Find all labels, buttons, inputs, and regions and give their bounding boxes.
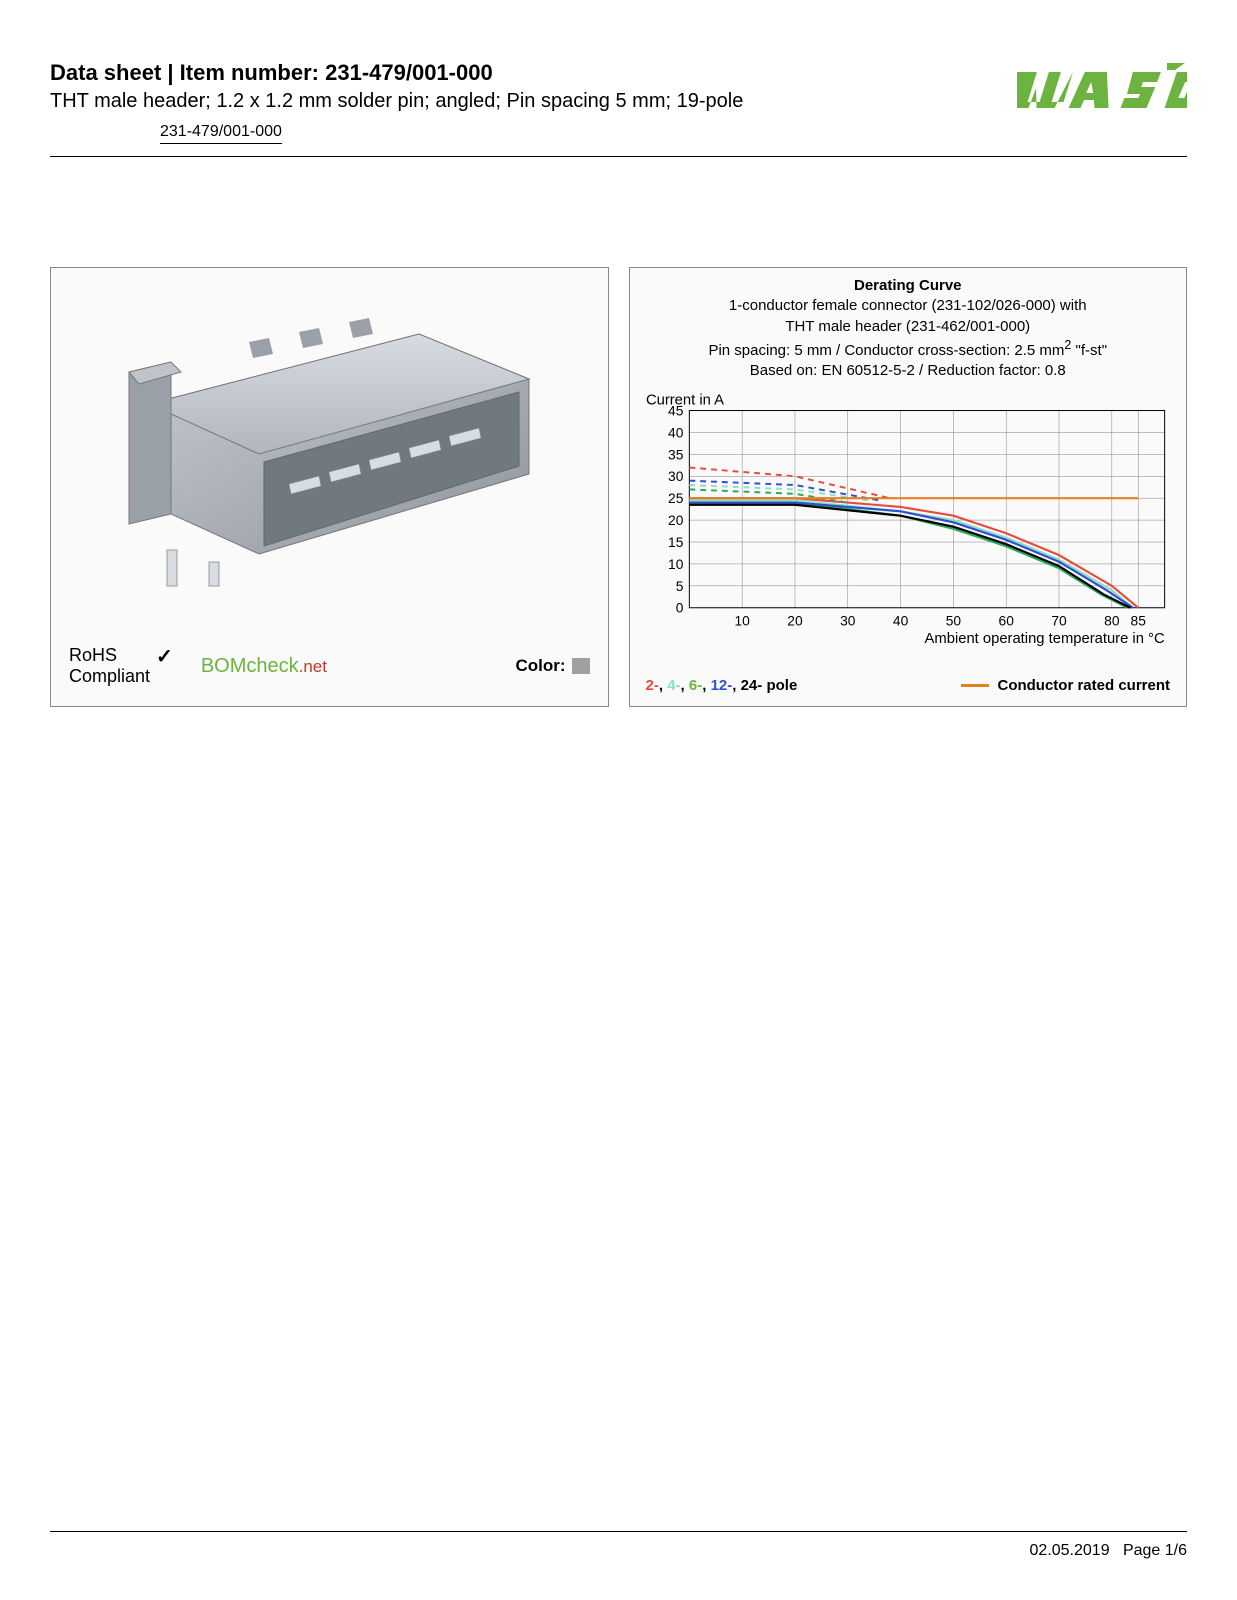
- rohs-compliant-text: Compliant: [69, 666, 150, 686]
- svg-text:0: 0: [675, 601, 683, 616]
- chart-desc-2: THT male header (231-462/001-000): [644, 317, 1173, 337]
- chart-desc-4: Based on: EN 60512-5-2 / Reduction facto…: [644, 361, 1173, 381]
- chart-desc-1: 1-conductor female connector (231-102/02…: [644, 296, 1173, 316]
- chart-desc-3: Pin spacing: 5 mm / Conductor cross-sect…: [644, 337, 1173, 361]
- page-title: Data sheet | Item number: 231-479/001-00…: [50, 60, 1017, 86]
- svg-text:40: 40: [668, 426, 684, 441]
- rohs-compliant-badge: RoHS Compliant ✓: [69, 645, 173, 688]
- product-image: [89, 294, 569, 604]
- svg-text:35: 35: [668, 448, 684, 463]
- svg-text:25: 25: [668, 491, 684, 506]
- page-footer: 02.05.2019 Page 1/6: [50, 1531, 1187, 1560]
- svg-text:30: 30: [668, 469, 684, 484]
- svg-text:80: 80: [1104, 614, 1120, 629]
- legend-rated: Conductor rated current: [961, 677, 1170, 694]
- svg-text:10: 10: [668, 557, 684, 572]
- svg-text:10: 10: [734, 614, 750, 629]
- chart-panel: Derating Curve 1-conductor female connec…: [629, 267, 1188, 707]
- svg-text:60: 60: [998, 614, 1014, 629]
- wago-logo: [1017, 60, 1187, 112]
- bomcheck-text: BOMcheck: [201, 655, 299, 677]
- footer-date: 02.05.2019: [1030, 1542, 1110, 1559]
- footer-page: Page 1/6: [1123, 1542, 1187, 1559]
- header-divider: [50, 156, 1187, 157]
- svg-text:Current in A: Current in A: [645, 393, 723, 409]
- derating-chart: Current in A 0 5 10 15 20 25 30 35 40 45 10 20 30 40 50…: [642, 389, 1175, 649]
- legend-line-icon: [961, 684, 989, 687]
- legend-poles: 2-, 4-, 6-, 12-, 24- pole: [646, 677, 798, 694]
- part-number-link[interactable]: 231-479/001-000: [160, 123, 282, 144]
- color-label: Color:: [515, 656, 565, 676]
- svg-text:30: 30: [840, 614, 856, 629]
- svg-text:5: 5: [675, 579, 683, 594]
- svg-text:20: 20: [668, 513, 684, 528]
- bomcheck-suffix: .net: [299, 657, 327, 676]
- rohs-text: RoHS: [69, 645, 117, 665]
- svg-text:45: 45: [668, 404, 684, 419]
- svg-text:Ambient operating temperature: Ambient operating temperature in °C: [924, 632, 1164, 648]
- bomcheck-badge: BOMcheck.net: [201, 655, 327, 678]
- chart-title: Derating Curve: [644, 276, 1173, 296]
- legend-rated-text: Conductor rated current: [997, 677, 1170, 694]
- svg-text:70: 70: [1051, 614, 1067, 629]
- color-swatch: [572, 658, 590, 674]
- product-panel: RoHS Compliant ✓ BOMcheck.net Color:: [50, 267, 609, 707]
- svg-text:40: 40: [892, 614, 908, 629]
- svg-text:20: 20: [787, 614, 803, 629]
- page-subtitle: THT male header; 1.2 x 1.2 mm solder pin…: [50, 90, 1017, 113]
- check-icon: ✓: [156, 645, 173, 669]
- svg-text:85: 85: [1130, 614, 1146, 629]
- svg-text:50: 50: [945, 614, 961, 629]
- svg-text:15: 15: [668, 535, 684, 550]
